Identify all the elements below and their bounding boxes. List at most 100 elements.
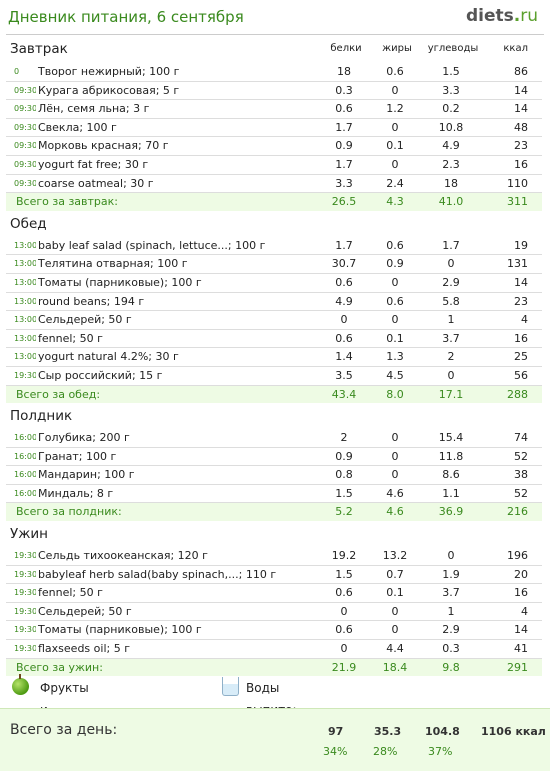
entry-fat: 0.6 (374, 236, 416, 256)
food-entry-row[interactable]: 16:00 Миндаль; 8 г 1.5 4.6 1.1 52 (6, 484, 542, 504)
site-logo[interactable]: diets.ru (465, 6, 538, 26)
entry-protein: 0.6 (314, 99, 374, 119)
entry-fat: 1.3 (374, 347, 416, 367)
page-title: Дневник питания, 6 сентября (8, 8, 244, 26)
entry-fat: 4.5 (374, 366, 416, 386)
entry-food: fennel; 50 г (36, 329, 314, 349)
entry-kcal: 14 (486, 81, 542, 101)
entry-carbs: 1 (416, 310, 486, 330)
entry-protein: 0.8 (314, 465, 374, 485)
entry-time: 0 (6, 63, 36, 82)
entry-fat: 0 (374, 465, 416, 485)
entry-carbs: 0 (416, 254, 486, 274)
meal-total-kcal: 288 (486, 385, 542, 404)
entry-carbs: 0 (416, 547, 486, 566)
entry-time: 13:00 (6, 329, 36, 349)
entry-time: 09:30 (6, 155, 36, 175)
food-entry-row[interactable]: 09:30 coarse oatmeal; 30 г 3.3 2.4 18 110 (6, 174, 542, 194)
entry-protein: 1.7 (314, 155, 374, 175)
meal-section-header: Полдник (6, 403, 542, 429)
entry-time: 09:30 (6, 99, 36, 119)
entry-protein: 0.3 (314, 81, 374, 101)
entry-fat: 0.7 (374, 565, 416, 585)
meal-total-carbs: 36.9 (416, 502, 486, 522)
meal-total-carbs: 17.1 (416, 385, 486, 404)
food-entry-row[interactable]: 09:30 Морковь красная; 70 г 0.9 0.1 4.9 23 (6, 136, 542, 156)
food-entry-row[interactable]: 19:30 babyleaf herb salad(baby spinach,..… (6, 565, 542, 585)
meal-total-fat: 8.0 (374, 385, 416, 404)
meal-total-label: Всего за завтрак: (6, 192, 314, 211)
entry-fat: 0 (374, 310, 416, 330)
day-total-kcal: 1106 ккал (481, 725, 546, 738)
entry-protein: 18 (314, 63, 374, 82)
meal-total-row: Всего за ужин: 21.9 18.4 9.8 291 (6, 658, 542, 677)
food-entry-row[interactable]: 09:30 Лён, семя льна; 3 г 0.6 1.2 0.2 14 (6, 99, 542, 119)
entry-fat: 0 (374, 429, 416, 448)
entry-food: Лён, семя льна; 3 г (36, 99, 314, 119)
food-entry-row[interactable]: 13:00 round beans; 194 г 4.9 0.6 5.8 23 (6, 292, 542, 312)
meal-total-fat: 4.3 (374, 192, 416, 211)
food-entry-row[interactable]: 09:30 yogurt fat free; 30 г 1.7 0 2.3 16 (6, 155, 542, 175)
entry-kcal: 14 (486, 99, 542, 119)
meal-name: Завтрак (10, 41, 68, 57)
entry-fat: 0 (374, 447, 416, 467)
entry-fat: 2.4 (374, 174, 416, 194)
meal-total-protein: 26.5 (314, 192, 374, 211)
meal-total-fat: 4.6 (374, 502, 416, 522)
entry-fat: 1.2 (374, 99, 416, 119)
entry-kcal: 110 (486, 174, 542, 194)
entry-kcal: 4 (486, 310, 542, 330)
entry-fat: 0 (374, 118, 416, 138)
entry-time: 13:00 (6, 254, 36, 274)
entry-food: Свекла; 100 г (36, 118, 314, 138)
entry-kcal: 41 (486, 639, 542, 659)
day-fat-percent: 28% (373, 745, 398, 758)
entry-carbs: 3.7 (416, 583, 486, 603)
entry-food: Сельдь тихоокеанская; 120 г (36, 547, 314, 566)
entry-food: Курага абрикосовая; 5 г (36, 81, 314, 101)
food-entry-row[interactable]: 19:30 Томаты (парниковые); 100 г 0.6 0 2.9 14 (6, 620, 542, 641)
food-entry-row[interactable]: 09:30 Свекла; 100 г 1.7 0 10.8 48 (6, 118, 542, 138)
meal-total-protein: 5.2 (314, 502, 374, 522)
food-entry-row[interactable]: 16:00 Мандарин; 100 г 0.8 0 8.6 38 (6, 465, 542, 485)
entry-kcal: 196 (486, 547, 542, 566)
entry-kcal: 48 (486, 118, 542, 138)
food-entry-row[interactable]: 13:00 yogurt natural 4.2%; 30 г 1.4 1.3 2 25 (6, 347, 542, 367)
entry-time: 19:30 (6, 602, 36, 622)
food-entry-row[interactable]: 0 Творог нежирный; 100 г 18 0.6 1.5 86 (6, 63, 542, 82)
entry-food: fennel; 50 г (36, 583, 314, 603)
food-entry-row[interactable]: 19:30 flaxseeds oil; 5 г 0 4.4 0.3 41 (6, 639, 542, 659)
header-divider (6, 34, 544, 35)
meal-total-fat: 18.4 (374, 658, 416, 677)
entry-protein: 0.6 (314, 273, 374, 293)
food-entry-row[interactable]: 09:30 Курага абрикосовая; 5 г 0.3 0 3.3 14 (6, 81, 542, 101)
day-total-fat: 35.3 (374, 725, 402, 738)
entry-time: 13:00 (6, 236, 36, 256)
food-entry-row[interactable]: 19:30 Сельдь тихоокеанская; 120 г 19.2 13.2… (6, 547, 542, 566)
entry-protein: 4.9 (314, 292, 374, 312)
entry-time: 09:30 (6, 81, 36, 101)
food-entry-row[interactable]: 19:30 Сыр российский; 15 г 3.5 4.5 0 56 (6, 366, 542, 386)
food-entry-row[interactable]: 16:00 Гранат; 100 г 0.9 0 11.8 52 (6, 447, 542, 467)
entry-kcal: 16 (486, 583, 542, 603)
entry-fat: 0 (374, 620, 416, 641)
entry-fat: 0.6 (374, 292, 416, 312)
food-entry-row[interactable]: 16:00 Голубика; 200 г 2 0 15.4 74 (6, 429, 542, 448)
apple-icon (12, 674, 29, 695)
food-entry-row[interactable]: 13:00 Телятина отварная; 100 г 30.7 0.9 0 131 (6, 254, 542, 274)
food-entry-row[interactable]: 13:00 Томаты (парниковые); 100 г 0.6 0 2.9 14 (6, 273, 542, 293)
entry-kcal: 56 (486, 366, 542, 386)
page-header: Дневник питания, 6 сентября diets.ru (0, 0, 550, 34)
entry-carbs: 18 (416, 174, 486, 194)
entry-protein: 0 (314, 310, 374, 330)
entry-carbs: 10.8 (416, 118, 486, 138)
entry-protein: 3.3 (314, 174, 374, 194)
food-entry-row[interactable]: 13:00 baby leaf salad (spinach, lettuce..… (6, 236, 542, 256)
entry-carbs: 0 (416, 366, 486, 386)
entry-time: 16:00 (6, 429, 36, 448)
food-entry-row[interactable]: 13:00 fennel; 50 г 0.6 0.1 3.7 16 (6, 329, 542, 349)
food-entry-row[interactable]: 19:30 fennel; 50 г 0.6 0.1 3.7 16 (6, 583, 542, 603)
entry-time: 09:30 (6, 136, 36, 156)
